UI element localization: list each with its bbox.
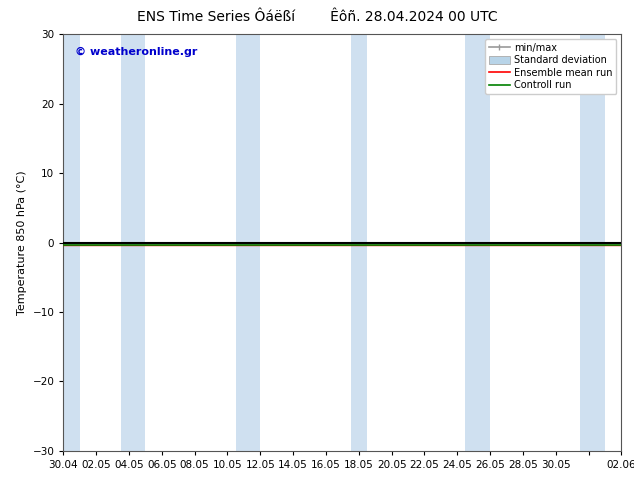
Bar bbox=[580, 34, 605, 451]
Text: ENS Time Series Ôáëßí        Êôñ. 28.04.2024 00 UTC: ENS Time Series Ôáëßí Êôñ. 28.04.2024 00… bbox=[137, 10, 497, 24]
Bar bbox=[63, 34, 80, 451]
Legend: min/max, Standard deviation, Ensemble mean run, Controll run: min/max, Standard deviation, Ensemble me… bbox=[485, 39, 616, 94]
Bar bbox=[236, 34, 261, 451]
Text: © weatheronline.gr: © weatheronline.gr bbox=[75, 47, 197, 57]
Bar bbox=[351, 34, 367, 451]
Y-axis label: Temperature 850 hPa (°C): Temperature 850 hPa (°C) bbox=[17, 170, 27, 315]
Bar bbox=[465, 34, 490, 451]
Bar bbox=[121, 34, 145, 451]
